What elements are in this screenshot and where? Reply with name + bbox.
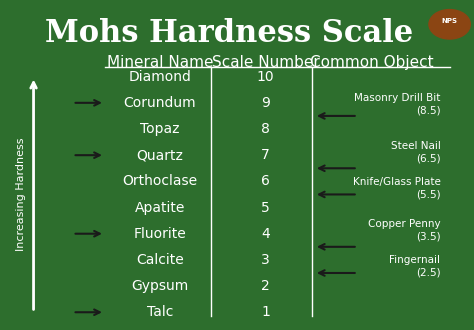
Text: Quartz: Quartz	[137, 148, 183, 162]
Text: 1: 1	[261, 305, 270, 319]
Text: Gypsum: Gypsum	[131, 279, 189, 293]
Text: Masonry Drill Bit
(8.5): Masonry Drill Bit (8.5)	[354, 93, 440, 115]
Text: Fingernail
(2.5): Fingernail (2.5)	[390, 255, 440, 278]
Text: 9: 9	[261, 96, 270, 110]
Circle shape	[429, 10, 470, 39]
Text: Scale Number: Scale Number	[212, 55, 319, 70]
Text: Common Object: Common Object	[310, 55, 433, 70]
Text: Copper Penny
(3.5): Copper Penny (3.5)	[368, 219, 440, 242]
Text: Topaz: Topaz	[140, 122, 180, 136]
Text: Apatite: Apatite	[135, 201, 185, 214]
Text: 2: 2	[261, 279, 270, 293]
Text: Diamond: Diamond	[128, 70, 191, 83]
Text: Steel Nail
(6.5): Steel Nail (6.5)	[391, 141, 440, 163]
Text: Increasing Hardness: Increasing Hardness	[16, 138, 26, 251]
Text: 4: 4	[261, 227, 270, 241]
Text: 7: 7	[261, 148, 270, 162]
Text: Fluorite: Fluorite	[134, 227, 186, 241]
Text: Mineral Name: Mineral Name	[107, 55, 213, 70]
Text: Mohs Hardness Scale: Mohs Hardness Scale	[45, 18, 413, 49]
Text: NPS: NPS	[442, 18, 457, 24]
Text: 3: 3	[261, 253, 270, 267]
Text: Orthoclase: Orthoclase	[122, 174, 198, 188]
Text: 10: 10	[257, 70, 274, 83]
Text: Corundum: Corundum	[124, 96, 196, 110]
Text: 6: 6	[261, 174, 270, 188]
Text: 5: 5	[261, 201, 270, 214]
Text: Knife/Glass Plate
(5.5): Knife/Glass Plate (5.5)	[353, 177, 440, 199]
Text: Talc: Talc	[147, 305, 173, 319]
Text: Calcite: Calcite	[136, 253, 184, 267]
Text: 8: 8	[261, 122, 270, 136]
